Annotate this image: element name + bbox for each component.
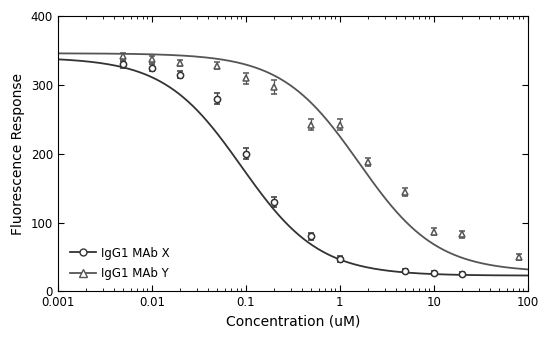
- X-axis label: Concentration (uM): Concentration (uM): [226, 315, 360, 329]
- Legend: IgG1 MAb X, IgG1 MAb Y: IgG1 MAb X, IgG1 MAb Y: [64, 241, 176, 286]
- Y-axis label: Fluorescence Response: Fluorescence Response: [11, 73, 25, 235]
